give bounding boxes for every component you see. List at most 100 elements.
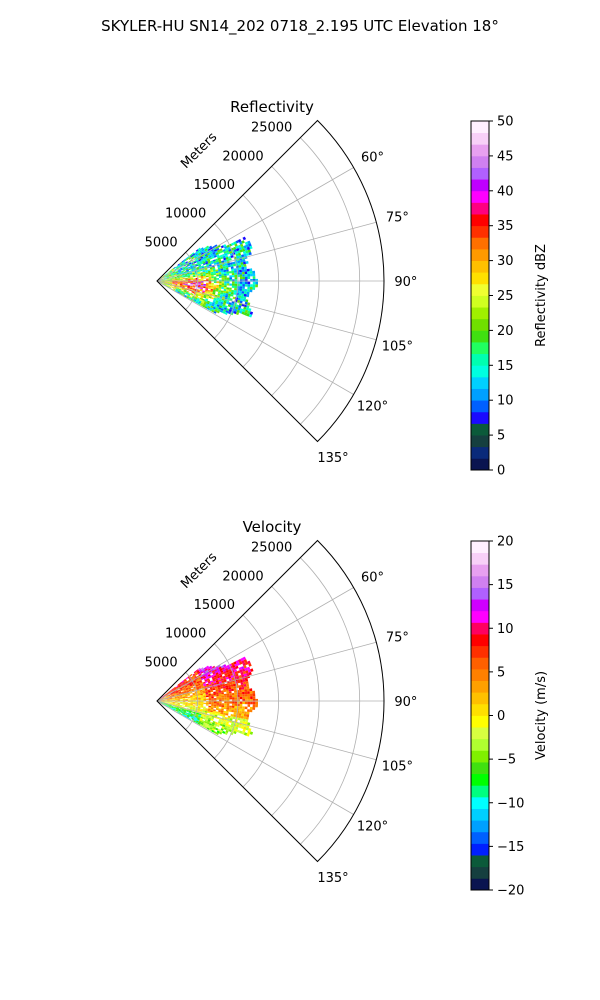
radar-gate: [209, 671, 213, 675]
radar-gate: [207, 674, 211, 677]
radar-gate: [173, 271, 176, 274]
radar-gate: [172, 689, 175, 692]
radar-gate: [211, 695, 214, 697]
radar-gate: [252, 273, 256, 277]
radar-gate: [163, 274, 166, 277]
radar-gate: [228, 258, 232, 261]
radar-gate: [184, 294, 188, 297]
radar-gate: [205, 717, 209, 720]
radar-gate: [239, 679, 243, 683]
radar-gate: [185, 276, 188, 278]
radar-gate: [205, 260, 208, 263]
radar-gate: [200, 716, 204, 719]
radar-gate: [224, 703, 227, 706]
radar-gate: [178, 271, 182, 273]
radar-gate: [179, 695, 183, 697]
colorbar-tick-label: −15: [497, 840, 524, 855]
radar-gate: [237, 262, 241, 266]
radar-gate: [177, 697, 181, 699]
radar-gate: [221, 706, 224, 709]
radar-gate: [176, 706, 180, 709]
radar-gate: [174, 284, 178, 286]
radar-gate: [169, 696, 172, 698]
radar-gate: [197, 667, 201, 671]
radar-gate: [201, 721, 205, 724]
radar-gate: [178, 264, 181, 267]
radar-gate: [247, 289, 250, 292]
radar-gate: [167, 272, 170, 274]
radar-gate: [230, 264, 234, 267]
radar-gate: [244, 274, 248, 277]
radar-gate: [229, 695, 232, 698]
radar-gate: [217, 728, 221, 732]
radar-gate: [239, 259, 243, 263]
radar-gate: [239, 661, 243, 665]
radar-gate: [171, 693, 174, 696]
radar-gate: [229, 307, 233, 310]
radar-gate: [198, 284, 201, 287]
radar-gate: [205, 288, 209, 290]
radar-gate: [239, 281, 243, 284]
colorbar-swatch: [471, 214, 489, 227]
radar-gate: [179, 292, 183, 295]
radar-gate: [182, 262, 186, 265]
radar-gate: [179, 707, 182, 709]
radar-gate: [173, 266, 176, 269]
radar-gate: [163, 274, 166, 277]
radar-gate: [198, 696, 201, 698]
radar-gate: [190, 283, 194, 285]
radar-gate: [195, 714, 199, 717]
radar-gate: [202, 693, 206, 695]
colorbar-swatch: [471, 376, 489, 389]
radar-gate: [234, 728, 238, 732]
radar-gate: [207, 690, 211, 693]
colorbar-swatch: [471, 831, 489, 844]
radar-gate: [176, 707, 179, 710]
radar-gate: [164, 703, 167, 705]
radar-gate: [217, 301, 221, 304]
radar-gate: [199, 719, 203, 722]
radar-gate: [167, 700, 170, 701]
radar-gate: [182, 278, 186, 279]
radar-gate: [200, 698, 204, 701]
radar-gate: [229, 727, 233, 730]
radar-gate: [187, 272, 190, 275]
radar-gate: [230, 722, 234, 726]
radar-gate: [182, 686, 185, 689]
radar-gate: [210, 261, 214, 265]
radar-gate: [214, 676, 218, 680]
radar-gate: [217, 664, 221, 668]
radar-gate: [188, 682, 192, 685]
radar-gate: [178, 708, 182, 711]
radar-gate: [176, 287, 179, 290]
radar-gate: [239, 286, 243, 289]
radar-gate: [200, 705, 204, 707]
radar-gate: [188, 297, 192, 300]
colorbar-swatch: [471, 796, 489, 809]
colorbar-swatch: [471, 668, 489, 681]
radar-gate: [198, 704, 201, 707]
radar-gate: [168, 694, 172, 697]
radar-gate: [182, 293, 185, 296]
radar-gate: [193, 299, 197, 302]
radar-gate: [236, 675, 240, 679]
azimuth-tick-label: 135°: [317, 451, 348, 466]
radar-gate: [213, 701, 217, 704]
radar-gate: [176, 707, 180, 709]
radar-gate: [235, 673, 239, 677]
radar-gate: [238, 293, 242, 296]
radar-gate: [191, 255, 194, 259]
radar-gate: [222, 730, 226, 734]
radar-gate: [187, 266, 191, 269]
radar-gate: [242, 236, 247, 241]
radar-gate: [214, 670, 218, 674]
radar-gate: [225, 730, 229, 734]
radar-gate: [185, 279, 188, 281]
radar-gate: [161, 283, 164, 285]
radar-gate: [228, 291, 232, 294]
radar-gate: [180, 263, 183, 266]
radar-gate: [214, 721, 218, 725]
radar-gate: [199, 723, 203, 727]
radar-gate: [247, 284, 251, 287]
radar-gate: [225, 711, 229, 714]
